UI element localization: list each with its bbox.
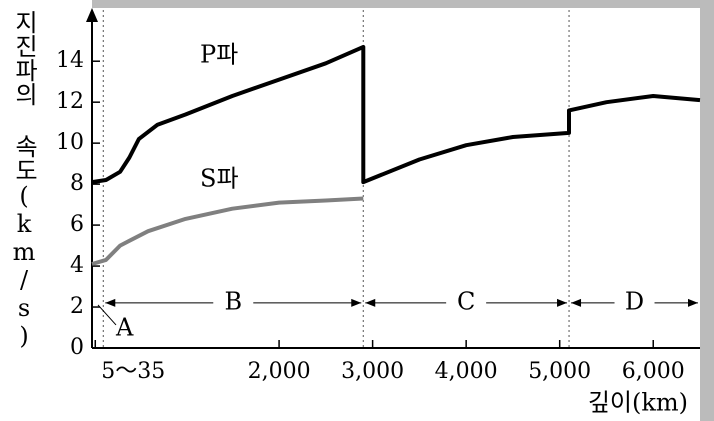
series-label: P파 [200, 41, 238, 69]
y-tick-label: 8 [70, 171, 84, 196]
layer-label: A [115, 313, 134, 341]
layer-label: D [625, 287, 644, 315]
x-tick-label: 2,000 [248, 359, 311, 384]
y-tick-label: 14 [56, 48, 84, 73]
series-line [91, 44, 701, 185]
x-tick-label: 5,000 [528, 359, 591, 384]
y-tick-label: 0 [70, 335, 84, 360]
frame-edge [700, 0, 714, 421]
y-axis-label: 지진파의 속도(km/s) [10, 10, 38, 350]
arrow-head [557, 298, 568, 307]
y-tick-label: 4 [70, 253, 84, 278]
series-label: S파 [200, 165, 239, 193]
y-axis-arrow [86, 8, 98, 22]
x-axis-label: 깊이(km) [588, 389, 688, 417]
x-tick-label: 6,000 [622, 359, 685, 384]
y-tick-label: 6 [70, 212, 84, 237]
y-tick-label: 10 [56, 130, 84, 155]
x-tick-label: 4,000 [435, 359, 498, 384]
arrow-head [688, 298, 698, 307]
arrow-head [105, 298, 116, 307]
layer-label: C [457, 287, 475, 315]
arrow-head [351, 298, 362, 307]
arrow-head [571, 298, 582, 307]
arrow-head [365, 298, 376, 307]
series-line [91, 196, 364, 266]
x-tick-label: 5～35 [101, 359, 165, 384]
x-tick-label: 3,000 [341, 359, 404, 384]
frame-edge [92, 0, 714, 8]
y-tick-label: 12 [56, 89, 84, 114]
leader [97, 304, 117, 326]
layer-label: B [224, 287, 242, 315]
y-tick-label: 2 [70, 294, 84, 319]
